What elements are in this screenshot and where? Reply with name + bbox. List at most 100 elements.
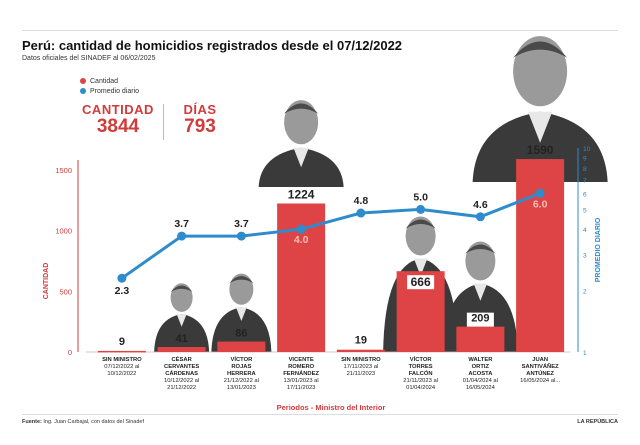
- left-axis-title: CANTIDAD: [43, 263, 50, 300]
- bar-value-label: 9: [119, 336, 125, 348]
- line-value-label: 3.7: [234, 218, 249, 230]
- portrait-head: [513, 36, 568, 107]
- bar-value-label: 86: [235, 328, 247, 340]
- portrait-figure: [211, 273, 272, 352]
- category-period-line: 17/11/2023 al: [344, 364, 379, 370]
- category-name-line: SIN MINISTRO: [102, 357, 142, 363]
- bar-value-label: 19: [355, 335, 367, 347]
- portrait-collar: [235, 307, 247, 321]
- category-period-line: 16/05/2024: [466, 385, 496, 391]
- line-value-label: 4.0: [294, 234, 309, 246]
- kpi-dias: DÍAS 793: [170, 102, 230, 138]
- category-period-line: 21/12/2022 al: [224, 378, 259, 384]
- portrait-hair: [284, 103, 319, 114]
- portrait-collar: [413, 258, 428, 276]
- chart-title: Perú: cantidad de homicidios registrados…: [22, 38, 403, 53]
- legend-label-cantidad: Cantidad: [90, 77, 119, 85]
- legend-item-cantidad: Cantidad: [80, 76, 139, 86]
- category-period-line: 13/01/2023 al: [284, 378, 319, 384]
- line-promedio-path: [121, 191, 541, 280]
- bar-cantidad-4: [336, 349, 385, 352]
- portrait-hair: [229, 276, 254, 284]
- portrait-hair: [513, 41, 568, 58]
- bar-value-label: 41: [176, 333, 188, 345]
- portrait-head: [284, 100, 319, 145]
- category-name-line: CERVANTES: [164, 364, 199, 370]
- portrait-suit: [211, 307, 272, 352]
- line-point-3: [296, 224, 306, 234]
- line-point-5: [416, 204, 426, 214]
- right-tick-label: 9: [583, 155, 587, 162]
- line-point-4: [356, 208, 366, 218]
- bar-cantidad-6: [456, 326, 505, 352]
- right-tick-label: 6: [583, 191, 587, 198]
- category-name-line: JUAN: [532, 357, 548, 363]
- category-name-line: FALCÓN: [409, 369, 433, 377]
- line-value-label: 2.3: [115, 285, 130, 297]
- bar-value-label: 666: [411, 275, 431, 289]
- category-period-line: 01/04/2024: [406, 385, 436, 391]
- portrait-head: [405, 216, 436, 256]
- portrait-hair: [405, 219, 436, 229]
- category-name-line: VICENTE: [289, 357, 314, 363]
- footer-source: Fuente: Ing. Juan Carbajal, con datos de…: [22, 419, 144, 425]
- top-divider: [22, 30, 618, 31]
- category-name-line: SIN MINISTRO: [341, 357, 381, 363]
- category-period-line: 10/12/2022: [107, 371, 136, 377]
- line-value-label: 5.0: [413, 191, 428, 203]
- bar-value-label: 209: [471, 313, 489, 325]
- category-name-line: HERRERA: [227, 371, 256, 377]
- category-period-line: 17/11/2023: [287, 385, 316, 391]
- line-value-label: 4.8: [354, 195, 369, 207]
- right-axis-title: PROMEDIO DIARIO: [595, 217, 602, 282]
- footer-source-text: Ing. Juan Carbajal, con datos del Sinade…: [41, 419, 144, 425]
- left-tick-label: 500: [59, 287, 72, 296]
- right-tick-label: 5: [583, 207, 587, 214]
- portrait-suit: [258, 147, 344, 187]
- portrait-head: [229, 273, 254, 305]
- category-name-line: CÁRDENAS: [165, 370, 198, 377]
- category-name-line: FERNÁNDEZ: [283, 370, 319, 377]
- right-tick-label: 4: [583, 227, 587, 234]
- category-period-line: 21/11/2023: [347, 371, 376, 377]
- bar-label-bg: [466, 312, 494, 327]
- category-period-line: 21/11/2023 al: [403, 378, 438, 384]
- portrait-collar: [293, 147, 309, 168]
- left-tick-label: 0: [68, 348, 72, 357]
- category-name-line: VÍCTOR: [410, 355, 433, 363]
- portrait-suit: [472, 111, 608, 182]
- legend-swatch-cantidad: [80, 78, 86, 84]
- line-point-6: [475, 212, 485, 222]
- kpi-dias-value: 793: [184, 116, 216, 137]
- portrait-hair: [465, 244, 496, 254]
- line-series: [117, 188, 545, 283]
- right-tick-label: 7: [583, 178, 587, 185]
- bottom-divider: [22, 414, 618, 415]
- portrait-collar: [527, 111, 553, 143]
- right-tick-label: 3: [583, 253, 587, 260]
- legend: Cantidad Promedio diario: [80, 76, 139, 96]
- category-period-line: 13/01/2023: [227, 385, 256, 391]
- line-point-2: [236, 231, 246, 241]
- legend-swatch-promedio: [80, 88, 86, 94]
- category-name-line: SANTIVÁÑEZ: [522, 363, 559, 370]
- category-name-line: ANTÚNEZ: [526, 370, 554, 377]
- portrait-figure: [154, 283, 210, 352]
- category-name-line: ACOSTA: [468, 371, 493, 377]
- axes: 0 500 1000 1500 CANTIDAD 1 2 3 4 5 6 7 8 9 10 PROMEDIO …: [43, 146, 602, 412]
- line-value-label: 3.7: [174, 218, 189, 230]
- x-axis-title: Periodos - Ministro del Interior: [277, 403, 386, 412]
- bar-cantidad-7: [516, 159, 565, 352]
- right-tick-label: 1: [583, 350, 587, 357]
- bar-value-label: 1224: [288, 187, 315, 201]
- right-tick-label: 2: [583, 289, 587, 296]
- kpi-cantidad: CANTIDAD 3844: [78, 102, 158, 138]
- category-name-line: ROMERO: [288, 364, 315, 370]
- line-point-7: [535, 188, 545, 198]
- kpi-cantidad-label: CANTIDAD: [82, 102, 154, 117]
- category-period-line: 21/12/2022: [167, 385, 196, 391]
- portrait-head: [170, 283, 193, 312]
- line-value-label: 4.6: [473, 199, 488, 211]
